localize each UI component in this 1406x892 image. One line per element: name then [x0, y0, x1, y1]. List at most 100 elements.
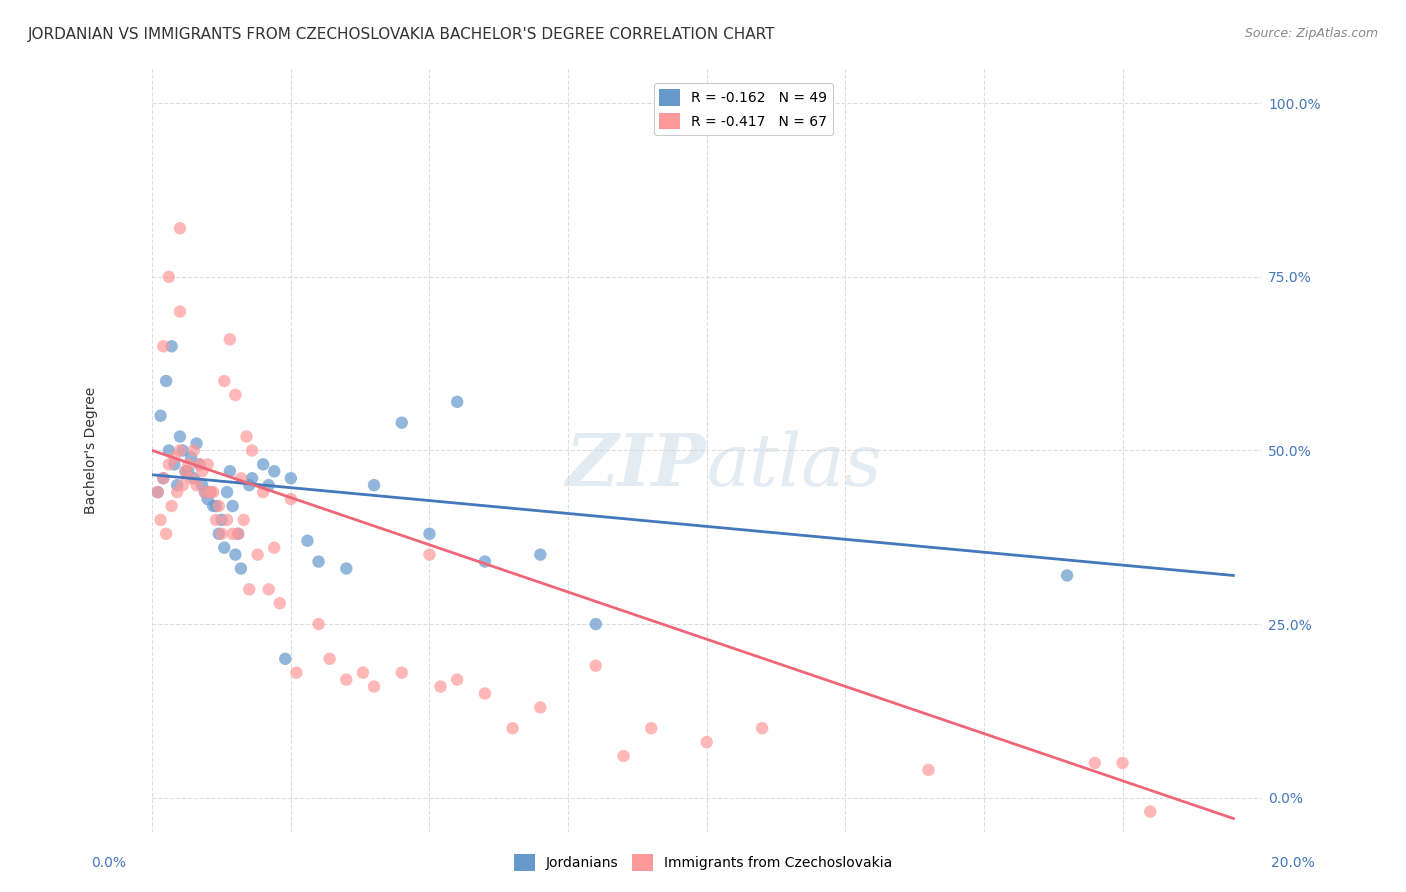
Point [155, 374, 177, 388]
Point [163, 458, 186, 472]
Point [238, 582, 260, 597]
Point [418, 548, 440, 562]
Point [257, 582, 280, 597]
Point [208, 526, 231, 541]
Point [263, 464, 285, 478]
Text: Source: ZipAtlas.com: Source: ZipAtlas.com [1244, 27, 1378, 40]
Text: 20.0%: 20.0% [1271, 855, 1315, 870]
Point [200, 485, 222, 500]
Point [188, 458, 211, 472]
Point [308, 617, 330, 632]
Point [211, 513, 233, 527]
Point [280, 471, 302, 485]
Point [297, 533, 319, 548]
Point [529, 548, 551, 562]
Point [226, 526, 249, 541]
Point [252, 458, 274, 472]
Point [202, 485, 225, 500]
Point [200, 485, 222, 500]
Point [157, 269, 180, 284]
Text: JORDANIAN VS IMMIGRANTS FROM CZECHOSLOVAKIA BACHELOR'S DEGREE CORRELATION CHART: JORDANIAN VS IMMIGRANTS FROM CZECHOSLOVA… [28, 27, 776, 42]
Point [218, 464, 240, 478]
Text: Bachelor's Degree: Bachelor's Degree [84, 387, 98, 514]
Point [224, 548, 246, 562]
Point [269, 596, 291, 610]
Point [229, 561, 252, 575]
Point [197, 458, 219, 472]
Point [363, 478, 385, 492]
Point [308, 555, 330, 569]
Point [183, 471, 205, 485]
Point [335, 673, 357, 687]
Point [263, 541, 285, 555]
Point [152, 471, 174, 485]
Point [146, 485, 169, 500]
Point [474, 686, 496, 700]
Point [208, 499, 231, 513]
Point [180, 450, 202, 465]
Point [502, 721, 524, 735]
Point [149, 513, 172, 527]
Point [217, 485, 239, 500]
Point [166, 485, 188, 500]
Point [146, 485, 169, 500]
Point [1111, 756, 1133, 770]
Point [172, 443, 194, 458]
Point [446, 673, 468, 687]
Point [157, 458, 180, 472]
Point [169, 443, 191, 458]
Point [202, 499, 225, 513]
Point [160, 499, 183, 513]
Point [174, 464, 197, 478]
Point [221, 526, 243, 541]
Point [221, 499, 243, 513]
Point [218, 332, 240, 346]
Point [205, 513, 228, 527]
Point [211, 526, 233, 541]
Point [149, 409, 172, 423]
Text: atlas: atlas [707, 431, 882, 501]
Point [160, 339, 183, 353]
Point [335, 561, 357, 575]
Point [240, 443, 263, 458]
Point [188, 458, 211, 472]
Point [429, 680, 451, 694]
Point [194, 485, 217, 500]
Point [155, 526, 177, 541]
Point [391, 665, 413, 680]
Point [214, 541, 236, 555]
Point [585, 617, 607, 632]
Point [229, 471, 252, 485]
Point [224, 388, 246, 402]
Point [214, 374, 236, 388]
Point [585, 658, 607, 673]
Point [197, 491, 219, 506]
Point [751, 721, 773, 735]
Legend: R = -0.162   N = 49, R = -0.417   N = 67: R = -0.162 N = 49, R = -0.417 N = 67 [654, 83, 832, 135]
Point [157, 443, 180, 458]
Text: ZIP: ZIP [565, 430, 707, 501]
Point [640, 721, 662, 735]
Point [1084, 756, 1107, 770]
Point [205, 499, 228, 513]
Point [194, 485, 217, 500]
Point [280, 491, 302, 506]
Point [238, 478, 260, 492]
Point [177, 464, 200, 478]
Point [169, 304, 191, 318]
Point [529, 700, 551, 714]
Point [172, 478, 194, 492]
Point [318, 652, 340, 666]
Point [163, 450, 186, 465]
Point [191, 478, 214, 492]
Point [252, 485, 274, 500]
Point [235, 429, 257, 443]
Point [285, 665, 308, 680]
Point [240, 471, 263, 485]
Point [474, 555, 496, 569]
Point [917, 763, 939, 777]
Point [257, 478, 280, 492]
Point [246, 548, 269, 562]
Point [1056, 568, 1078, 582]
Point [226, 526, 249, 541]
